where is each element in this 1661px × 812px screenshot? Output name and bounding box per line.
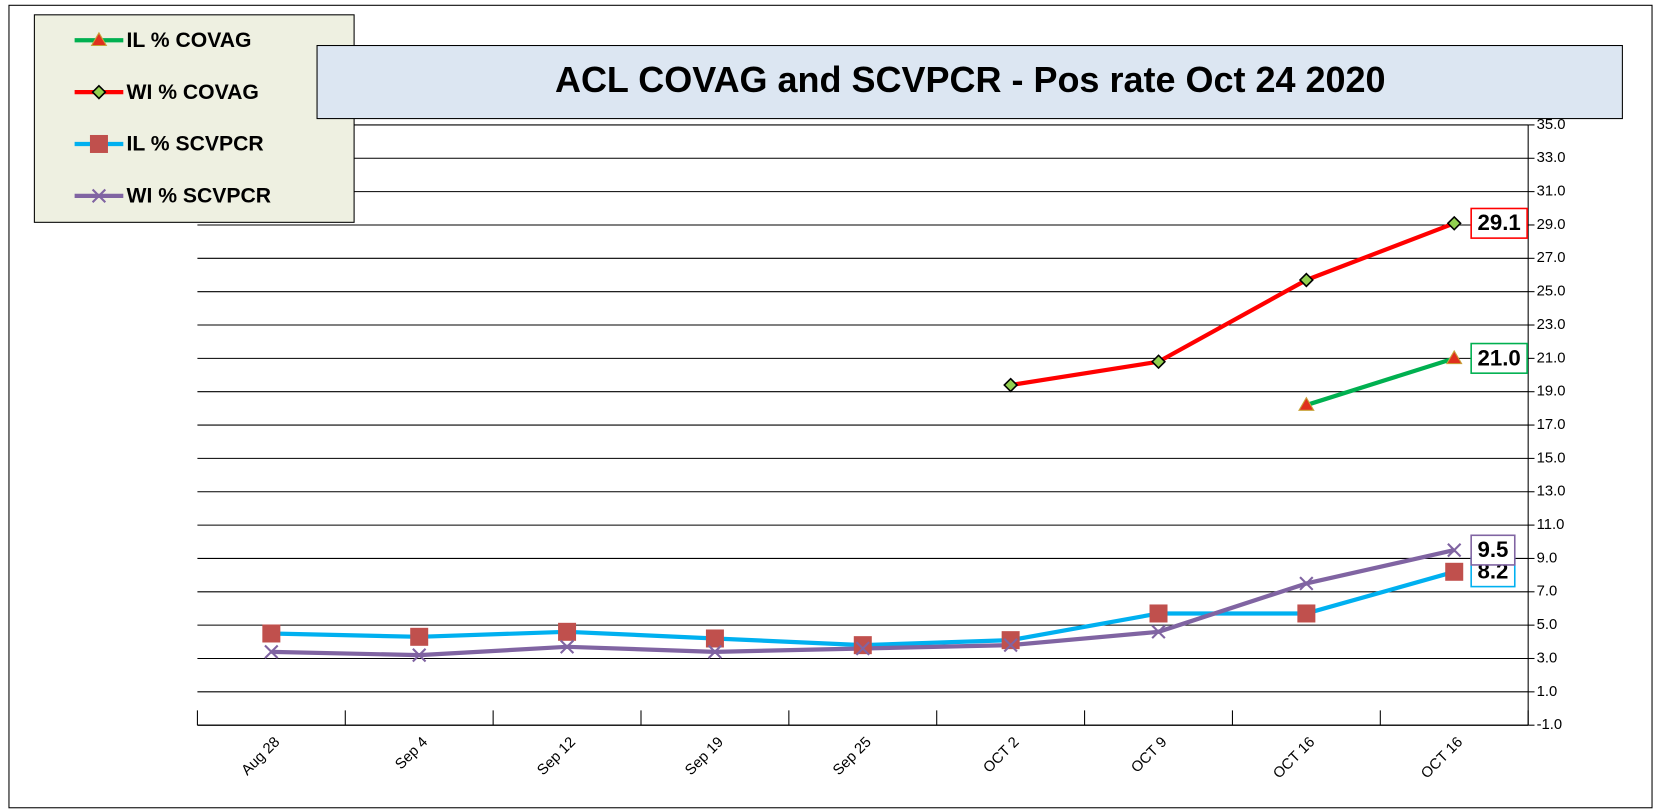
series-line	[1010, 221, 1455, 388]
series-line	[1305, 356, 1455, 408]
marker	[91, 84, 107, 100]
value-label-box	[1470, 534, 1516, 566]
y-tick-label: 23.0	[1537, 317, 1566, 333]
marker	[89, 134, 108, 153]
y-tick-label: 33.0	[1537, 150, 1566, 166]
marker	[1298, 272, 1314, 288]
marker	[1003, 377, 1019, 393]
y-tick-label: 19.0	[1537, 384, 1566, 400]
marker	[90, 31, 108, 47]
title-box	[316, 44, 1623, 120]
plot-area: -1.0 1.0 3.0 5.0 7.0 9.0 11.0 13.0 15.0 17.0 19.0 2…	[196, 117, 1566, 782]
marker	[705, 629, 724, 648]
legend-label: IL % COVAG	[126, 29, 251, 52]
legend-label: WI % SCVPCR	[126, 185, 271, 208]
marker	[1445, 349, 1463, 365]
marker	[262, 624, 281, 643]
y-tick-label: 29.0	[1537, 217, 1566, 233]
marker	[410, 627, 429, 646]
marker	[1151, 624, 1166, 639]
marker	[1446, 215, 1462, 231]
marker	[1297, 604, 1316, 623]
y-tick-label: 11.0	[1537, 517, 1565, 533]
value-label-box	[1470, 207, 1528, 239]
y-tick-label: 7.0	[1537, 584, 1558, 600]
marker	[853, 636, 872, 655]
legend-label: IL % SCVPCR	[126, 133, 263, 156]
y-tick-label: 5.0	[1537, 617, 1558, 633]
value-label: 21.0	[1478, 345, 1521, 370]
marker	[1445, 562, 1464, 581]
y-tick-label: 3.0	[1537, 650, 1558, 666]
marker	[1149, 604, 1168, 623]
y-tick-label: 27.0	[1537, 250, 1566, 266]
marker	[1299, 576, 1314, 591]
y-tick-label: 17.0	[1537, 417, 1566, 433]
marker	[558, 622, 577, 641]
legend-label: WI % COVAG	[126, 81, 258, 104]
marker	[412, 648, 427, 663]
marker	[559, 639, 575, 654]
marker	[1001, 631, 1020, 650]
marker	[855, 641, 870, 656]
marker	[1447, 543, 1462, 558]
legend-box	[33, 14, 355, 223]
marker	[91, 188, 107, 203]
y-tick-label: 1.0	[1537, 684, 1558, 700]
marker	[264, 644, 279, 659]
marker	[1298, 396, 1315, 411]
value-label-box	[1470, 342, 1528, 374]
value-label: 9.5	[1478, 537, 1509, 562]
y-tick-label: 31.0	[1537, 184, 1566, 200]
y-tick-label: 13.0	[1537, 484, 1566, 500]
legend: IL % COVAG WI % COVAG IL % SCVPCR WI % SCVP…	[33, 14, 355, 223]
y-tick-label: 21.0	[1537, 350, 1566, 366]
value-label: 29.1	[1478, 210, 1521, 235]
y-tick-label: 15.0	[1537, 450, 1566, 466]
y-tick-label: 25.0	[1537, 284, 1566, 300]
chart-title: ACL COVAG and SCVPCR - Pos rate Oct 24 2…	[555, 59, 1386, 100]
y-tick-label: 35.0	[1537, 117, 1566, 133]
y-tick-label: -1.0	[1537, 717, 1563, 733]
y-tick-label: 9.0	[1537, 550, 1558, 566]
marker	[1003, 638, 1018, 653]
marker	[707, 644, 723, 659]
marker	[1151, 354, 1166, 370]
